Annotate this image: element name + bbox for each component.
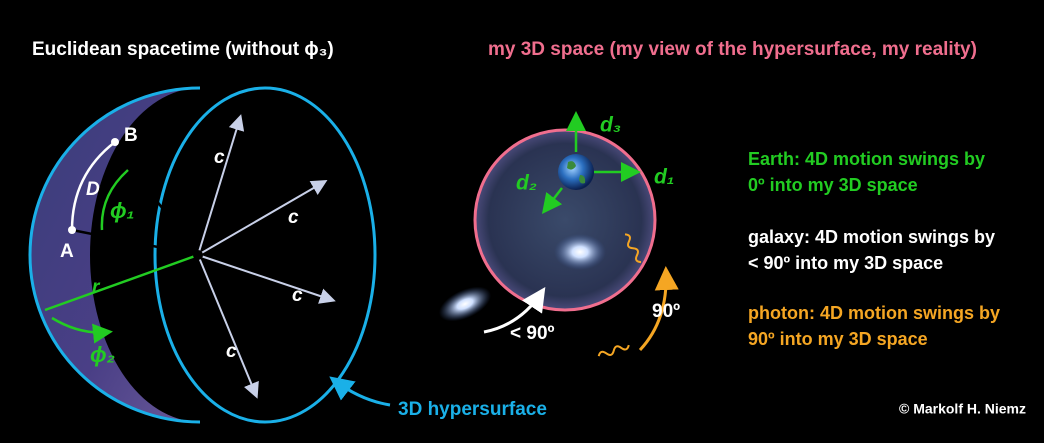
hypersurface-arrow bbox=[329, 376, 391, 407]
photon-wave-outside bbox=[597, 344, 630, 357]
center bbox=[193, 250, 203, 260]
label-a: A bbox=[60, 241, 74, 262]
outer-arc bbox=[28, 86, 201, 424]
line-b bbox=[117, 149, 199, 256]
earth-text: Earth: 4D motion swings by bbox=[748, 149, 985, 169]
label-r: r bbox=[92, 277, 101, 298]
c-label: c bbox=[214, 147, 225, 168]
c-label: c bbox=[292, 285, 303, 306]
label-d1: d₁ bbox=[654, 166, 674, 189]
c-arrow bbox=[197, 114, 245, 256]
photon-text: photon: 4D motion swings by bbox=[748, 303, 1000, 323]
earth-text: 0º into my 3D space bbox=[748, 175, 918, 195]
label-phi1: ϕ₁ bbox=[110, 198, 134, 223]
hypersurface-label: 3D hypersurface bbox=[398, 399, 547, 420]
label-b: B bbox=[124, 125, 138, 146]
galaxy-angle: < 90º bbox=[510, 323, 555, 344]
point-b bbox=[111, 138, 119, 146]
cross-section bbox=[153, 86, 377, 424]
c-label: c bbox=[226, 341, 237, 362]
photon-text: 90º into my 3D space bbox=[748, 329, 928, 349]
label-phi2: ϕ₂ bbox=[90, 342, 115, 367]
earth-land bbox=[567, 161, 586, 184]
angle-arc-1 bbox=[100, 169, 129, 231]
my-space bbox=[473, 128, 657, 312]
point-a bbox=[68, 226, 76, 234]
c-arrow bbox=[197, 179, 328, 256]
angle-arrow-2 bbox=[51, 316, 113, 344]
d2-arrow bbox=[541, 187, 563, 214]
label-d3: d₃ bbox=[600, 114, 621, 137]
label-d: D bbox=[86, 179, 100, 200]
galaxy-text: galaxy: 4D motion swings by bbox=[748, 227, 995, 247]
right-title: my 3D space (my view of the hypersurface… bbox=[488, 39, 977, 60]
left-title: Euclidean spacetime (without ϕ₃) bbox=[32, 39, 334, 60]
radius-line bbox=[44, 253, 199, 312]
photon-angle: 90º bbox=[652, 301, 680, 322]
c-arrow bbox=[197, 254, 336, 304]
label-d2: d₂ bbox=[516, 172, 537, 195]
c-label: c bbox=[288, 207, 299, 228]
c-arrow bbox=[197, 254, 259, 399]
earth bbox=[558, 154, 594, 190]
photon-wave bbox=[624, 233, 642, 264]
arc-d bbox=[70, 141, 116, 231]
credit: © Markolf H. Niemz bbox=[899, 401, 1026, 417]
galaxy-arrow bbox=[483, 287, 546, 334]
galaxy bbox=[554, 234, 606, 270]
galaxy-text: < 90º into my 3D space bbox=[748, 253, 943, 273]
galaxy-outside bbox=[438, 286, 492, 322]
hypersphere-lune bbox=[30, 88, 200, 422]
photon-arrow bbox=[638, 266, 679, 352]
line-a bbox=[71, 228, 199, 257]
